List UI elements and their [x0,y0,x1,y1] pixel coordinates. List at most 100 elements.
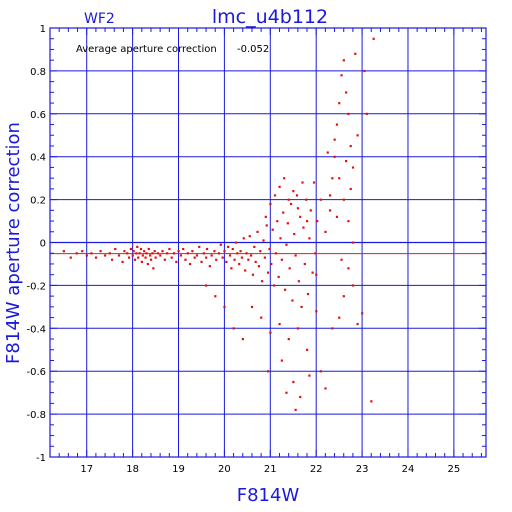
y-tick-label: -1 [36,453,46,464]
data-point [263,256,266,259]
data-point [153,250,156,253]
data-point [267,271,270,274]
x-tick-label: 21 [264,464,277,475]
data-point [314,252,317,255]
y-tick-label: 0.2 [30,196,46,207]
data-point [302,226,305,229]
data-point [349,187,352,191]
y-tick-label: -0.8 [26,410,46,421]
data-point [117,254,121,257]
data-point [139,247,143,251]
data-point [170,256,173,259]
data-point [191,250,194,253]
data-point [228,254,232,257]
data-point [361,312,364,315]
data-point [273,194,277,197]
data-point [296,327,300,330]
data-point [166,252,169,255]
annotation-value: -0.052 [237,44,269,55]
data-point [326,151,329,154]
data-point [287,198,290,201]
y-tick-label: 1 [40,24,46,35]
data-point [278,323,281,326]
data-point [345,91,348,94]
data-point [279,237,282,240]
x-tick-label: 22 [310,464,323,475]
data-point [372,37,375,40]
data-point [256,230,259,233]
data-point [308,374,311,377]
data-point [126,252,129,255]
data-point [315,273,318,276]
data-point [299,395,302,399]
data-point [202,252,205,255]
data-point [156,252,160,255]
data-point [347,267,350,270]
data-point [186,252,189,255]
data-point [250,305,254,309]
data-point [294,254,297,257]
data-point [149,258,153,261]
x-tick-label: 23 [356,464,369,475]
data-point [210,254,213,257]
data-point [265,224,268,227]
data-point [319,198,322,201]
data-point [213,250,216,253]
data-point [161,250,164,253]
data-point [230,267,233,270]
y-tick-label: 0.8 [30,67,46,78]
data-point [294,408,297,412]
y-axis-label: F814W aperture correction [3,122,24,364]
data-point [305,198,308,201]
data-point [221,256,224,259]
data-point [282,211,285,214]
data-point [296,207,300,210]
data-point [247,258,250,261]
data-point [242,237,245,240]
data-point [215,258,218,261]
data-point [121,260,124,264]
data-point [333,138,336,141]
data-point [328,209,332,212]
data-point [135,252,138,255]
data-point [283,177,286,180]
data-point [205,247,209,251]
data-point [248,235,251,238]
data-point [345,159,348,163]
data-point [324,387,327,390]
data-point [231,247,234,251]
data-point [137,256,140,259]
data-point [356,134,359,137]
data-point [99,250,102,253]
data-point [254,260,257,264]
data-point [301,181,304,184]
data-point [306,220,309,223]
x-tick-label: 17 [80,464,93,475]
data-point [285,391,288,394]
data-point [154,256,157,259]
data-point [233,258,236,261]
data-point [276,220,279,223]
data-point [289,202,293,206]
data-point [315,310,318,313]
data-point [151,252,154,255]
x-tick-label: 25 [448,464,461,475]
data-point [141,254,144,257]
data-point [270,262,273,266]
data-point [269,331,272,334]
data-point [274,252,278,255]
data-point [62,250,65,253]
data-point [363,69,366,73]
panel-label: WF2 [84,11,115,27]
data-point [347,220,350,223]
data-point [241,338,244,341]
data-point [198,245,201,248]
data-point [251,273,255,276]
data-point [188,262,192,266]
data-points [62,37,375,412]
data-point [292,380,295,384]
data-point [347,112,350,115]
data-point [227,245,230,248]
data-point [297,280,300,283]
